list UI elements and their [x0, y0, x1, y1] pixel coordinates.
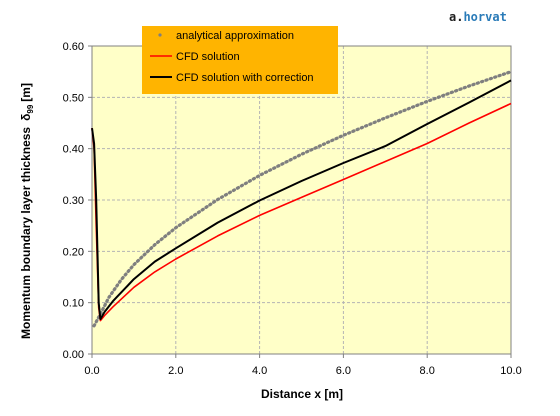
- y-axis-title-text: Momentum boundary layer thickness: [19, 127, 33, 339]
- y-tick-label: 0.10: [63, 298, 84, 310]
- y-axis-unit: [m]: [19, 83, 33, 102]
- legend-label: CFD solution with correction: [176, 72, 314, 84]
- x-tick-label: 0.0: [84, 365, 99, 377]
- x-axis-title: Distance x [m]: [261, 387, 343, 401]
- legend-items: analytical approximation CFD solution CFD …: [150, 30, 314, 84]
- legend-label: CFD solution: [176, 51, 240, 63]
- series-cfd-corrected-line: [91, 79, 512, 321]
- y-tick-label: 0.30: [63, 195, 84, 207]
- legend: analytical approximation CFD solution CFD …: [142, 26, 338, 94]
- watermark-logo: a.horvat: [449, 10, 507, 24]
- watermark-part-b: horvat: [463, 10, 506, 24]
- x-tick-label: 4.0: [252, 365, 267, 377]
- axis-ticks: 0.00 0.10 0.20 0.30 0.40 0.50 0.60 0.0 2.0 4.0 6.0…: [63, 41, 522, 377]
- legend-marker-analytical: [158, 33, 162, 37]
- y-tick-label: 0.40: [63, 144, 84, 156]
- y-tick-label: 0.50: [63, 92, 84, 104]
- plot-area: [92, 46, 511, 354]
- y-tick-label: 0.00: [63, 349, 84, 361]
- x-tick-label: 8.0: [420, 365, 435, 377]
- y-axis-symbol: δ: [19, 114, 33, 121]
- y-tick-label: 0.20: [63, 246, 84, 258]
- y-axis-title: Momentum boundary layer thickness δ99 [m]: [19, 83, 35, 339]
- legend-box: [142, 26, 338, 94]
- x-tick-label: 2.0: [168, 365, 183, 377]
- series-analytical-line: [92, 70, 513, 328]
- x-tick-label: 6.0: [336, 365, 351, 377]
- data-series: [91, 70, 513, 328]
- y-axis-subscript: 99: [26, 104, 35, 113]
- x-tick-label: 10.0: [500, 365, 521, 377]
- legend-label: analytical approximation: [176, 30, 294, 42]
- y-tick-label: 0.60: [63, 41, 84, 53]
- watermark-part-a: a.: [449, 10, 463, 24]
